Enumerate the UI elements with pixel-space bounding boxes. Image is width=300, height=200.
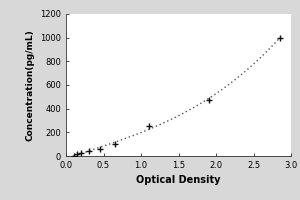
Y-axis label: Concentration(pg/mL): Concentration(pg/mL) (26, 29, 34, 141)
X-axis label: Optical Density: Optical Density (136, 175, 221, 185)
